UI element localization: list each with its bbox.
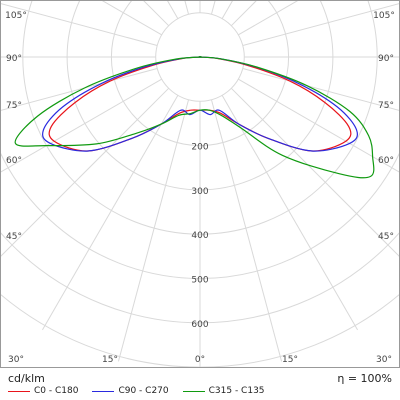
legend: C0 - C180 C90 - C270 C315 - C135 xyxy=(8,386,265,396)
polar-chart-svg: 105° 105° 90° 90° 75° 75° 60° 60° 45° 45° 30° 30° 15… xyxy=(0,0,400,368)
angle-label: 105° xyxy=(5,11,27,21)
angle-label: 105° xyxy=(373,11,395,21)
chart-footer: cd/klm η = 100% C0 - C180 C90 - C270 C315 … xyxy=(0,368,400,400)
grid-spoke xyxy=(100,0,162,36)
angle-labels: 105° 105° 90° 90° 75° 75° 60° 60° 45° 45° 30° 30° 15… xyxy=(5,11,395,365)
series-curve-3 xyxy=(14,56,375,179)
angle-label: 15° xyxy=(102,355,118,365)
grid-spoke xyxy=(0,78,162,174)
legend-item: C315 - C135 xyxy=(182,386,265,396)
radial-label: 300 xyxy=(191,187,208,197)
grid-spoke xyxy=(184,0,190,15)
angle-label: 60° xyxy=(378,156,394,166)
radial-label: 400 xyxy=(191,231,208,241)
angle-label: 45° xyxy=(6,232,22,242)
legend-label: C315 - C135 xyxy=(208,386,265,396)
grid-spoke xyxy=(230,87,400,258)
grid-spoke xyxy=(242,67,400,112)
grid-spoke xyxy=(117,99,190,362)
legend-item: C90 - C270 xyxy=(92,386,169,396)
angle-label: 45° xyxy=(378,232,394,242)
angle-label: 75° xyxy=(6,101,22,111)
grid-spoke xyxy=(210,99,283,362)
grid-spoke xyxy=(166,0,179,19)
efficiency-label: η = 100% xyxy=(337,372,392,385)
legend-swatch xyxy=(8,390,30,392)
grid-spoke xyxy=(221,95,358,331)
legend-swatch xyxy=(182,390,205,392)
grid-spoke xyxy=(238,78,400,174)
grid-spoke xyxy=(0,87,170,258)
angle-label: 30° xyxy=(8,355,24,365)
grid-spoke xyxy=(221,0,234,19)
legend-label: C0 - C180 xyxy=(34,386,79,396)
radial-label: 200 xyxy=(191,143,208,153)
grid-spoke xyxy=(0,2,158,47)
legend-item: C0 - C180 xyxy=(8,386,78,396)
legend-label: C90 - C270 xyxy=(118,386,169,396)
angle-label: 90° xyxy=(6,54,22,64)
angle-label: 15° xyxy=(282,355,298,365)
grid-spoke xyxy=(42,95,179,331)
grid-spoke xyxy=(238,0,300,36)
grid-spoke xyxy=(242,2,400,47)
radial-label: 500 xyxy=(191,276,208,286)
angle-label: 60° xyxy=(6,156,22,166)
angle-label: 75° xyxy=(378,101,394,111)
grid-spoke xyxy=(0,67,158,112)
polar-spokes xyxy=(0,0,400,368)
legend-swatch xyxy=(92,390,115,392)
angle-label: 90° xyxy=(378,54,394,64)
grid-spoke xyxy=(210,0,216,15)
angle-label: 30° xyxy=(376,355,392,365)
radial-label: 600 xyxy=(191,320,208,330)
angle-label: 0° xyxy=(195,355,205,365)
radial-labels: 200 300 400 500 600 xyxy=(191,143,208,330)
unit-label: cd/klm xyxy=(8,372,45,385)
polar-curves xyxy=(14,56,375,179)
